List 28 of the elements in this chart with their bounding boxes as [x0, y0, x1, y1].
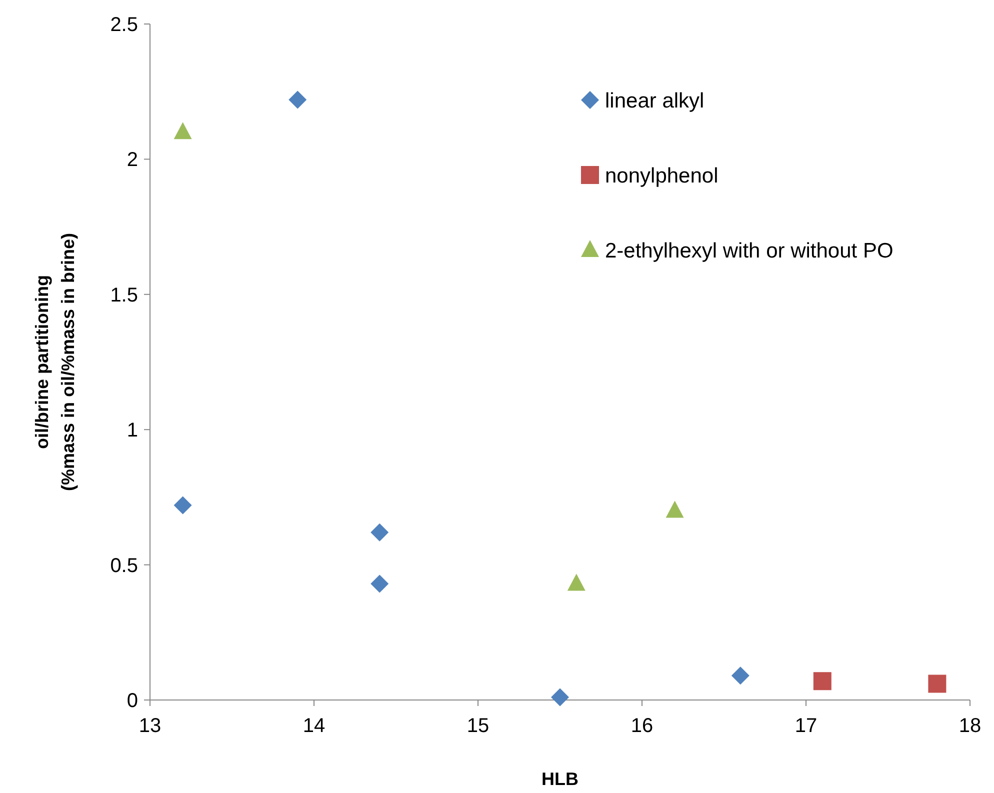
x-tick-label: 13: [138, 715, 162, 737]
point: [288, 90, 307, 109]
point: [551, 688, 569, 706]
y-tick-label: 0.5: [110, 554, 138, 577]
point: [813, 672, 832, 690]
x-tick-label: 16: [630, 715, 654, 737]
x-tick-label: 14: [302, 715, 326, 737]
point: [928, 674, 946, 693]
y-tick-label: 2: [126, 149, 138, 172]
y-tick-label: 0: [126, 690, 138, 712]
legend-label: nonylphenol: [605, 164, 718, 188]
point: [370, 523, 389, 542]
legend-label: linear alkyl: [605, 89, 704, 112]
x-tick-label: 18: [958, 715, 982, 737]
y-tick-label: 1: [126, 420, 138, 442]
x-tick-label: 15: [466, 715, 490, 737]
point: [731, 666, 750, 685]
y-tick-label: 1.5: [110, 284, 138, 306]
x-axis-title: HLB: [542, 769, 578, 789]
x-tick-label: 17: [794, 715, 818, 737]
y-tick-label: 2.5: [110, 14, 138, 36]
y-axis-title: oil/brine partitioning (%mass in oil/%mass in brine): [32, 232, 78, 492]
point: [174, 496, 192, 514]
point: [174, 122, 192, 140]
legend-label: 2-ethylhexyl with or without PO: [605, 239, 894, 262]
point: [666, 500, 684, 518]
point: [567, 574, 586, 591]
point: [370, 574, 389, 593]
